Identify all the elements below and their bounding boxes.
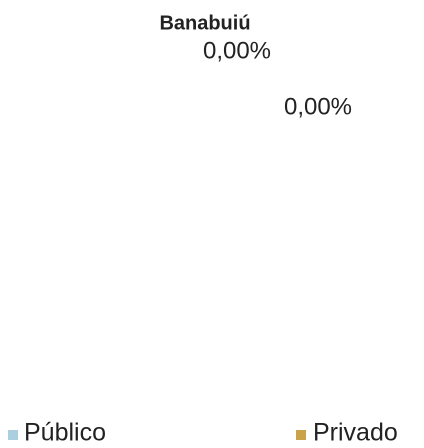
chart-title: Banabuiú <box>159 12 250 34</box>
value-label: 0,00% <box>203 37 271 64</box>
legend-label: Privado <box>313 419 398 447</box>
value-label: 0,00% <box>284 93 352 120</box>
legend-label: Público <box>24 419 106 447</box>
legend-swatch <box>8 430 18 440</box>
legend-swatch <box>296 430 306 440</box>
